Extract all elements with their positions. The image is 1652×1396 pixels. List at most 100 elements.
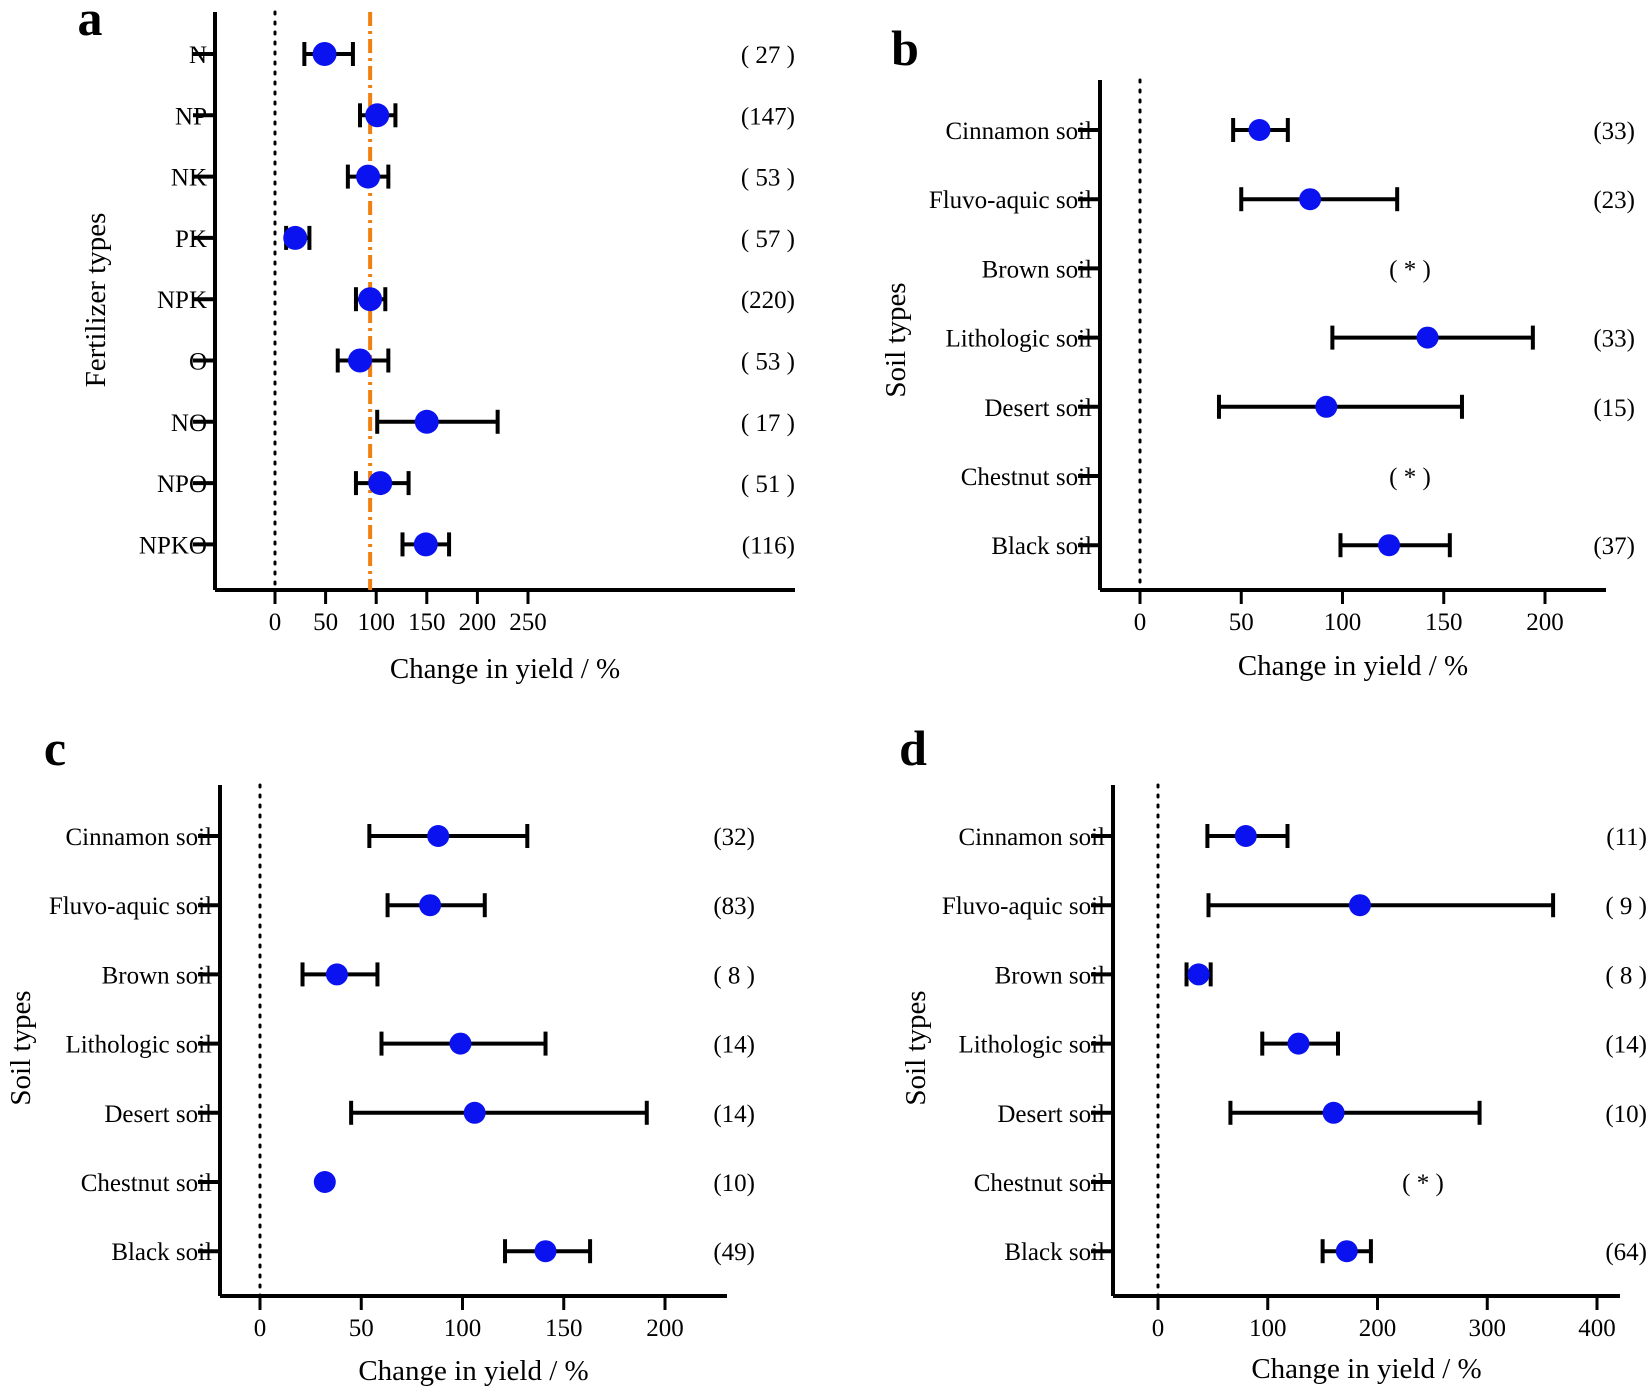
y-tick-label: NK: [171, 165, 207, 192]
sample-count-label: (83): [713, 893, 755, 920]
sample-count-label: (15): [1593, 395, 1635, 422]
data-point: [325, 963, 348, 986]
y-tick-label: Fluvo-aquic soil: [929, 187, 1092, 214]
panel-letter: a: [78, 0, 103, 46]
x-tick-label: 0: [1152, 1315, 1165, 1342]
panel-letter: b: [891, 20, 919, 76]
sample-count-label: (147): [741, 103, 795, 130]
data-point: [348, 348, 373, 373]
data-point: [419, 894, 442, 917]
x-tick-label: 400: [1578, 1315, 1616, 1342]
panel-c: c 0 50 100 150 200 Change in yield / % Soil typ…: [5, 720, 755, 1387]
data-point: [283, 225, 308, 250]
y-tick-label: NPK: [157, 287, 207, 314]
sample-count-label: ( 8 ): [1605, 962, 1647, 989]
y-axis-title: Soil types: [5, 990, 37, 1105]
panel-b: b 0 50 100 150 200 Change in yield / % Soil typ…: [880, 20, 1635, 682]
y-tick-label: Chestnut soil: [974, 1170, 1105, 1197]
sample-count-label: (220): [741, 287, 795, 314]
data-point: [1234, 825, 1257, 847]
x-tick-label: 100: [1249, 1315, 1287, 1342]
data-point: [358, 287, 383, 312]
data-point: [1248, 119, 1271, 141]
data-point: [1322, 1101, 1345, 1124]
y-tick-label: Black soil: [111, 1239, 212, 1266]
y-tick-label: Brown soil: [995, 962, 1105, 989]
data-point: [463, 1101, 486, 1124]
sample-count-label: (33): [1593, 118, 1635, 145]
y-tick-label: Brown soil: [982, 256, 1092, 283]
data-point: [1299, 188, 1322, 211]
y-tick-label: Lithologic soil: [65, 1032, 212, 1059]
sample-count-label: ( 9 ): [1605, 893, 1647, 920]
sample-count-label: ( 17 ): [741, 410, 795, 437]
sample-count-label: (116): [742, 532, 795, 559]
sample-count-label: (37): [1593, 533, 1635, 560]
sample-count-label: (14): [1605, 1032, 1647, 1059]
sample-count-label: ( 51 ): [741, 471, 795, 498]
x-tick-label: 0: [269, 609, 282, 636]
y-axis-title: Soil types: [900, 990, 932, 1105]
panel-letter: c: [44, 720, 66, 776]
x-tick-label: 300: [1469, 1315, 1507, 1342]
sample-count-label: (23): [1593, 187, 1635, 214]
y-tick-label: Desert soil: [997, 1101, 1105, 1128]
x-tick-label: 150: [408, 609, 446, 636]
y-tick-label: NPKO: [139, 532, 207, 559]
sample-count-label: (14): [713, 1101, 755, 1128]
data-point: [1378, 534, 1401, 557]
data-point: [1335, 1240, 1358, 1263]
data-point: [449, 1032, 472, 1055]
sample-count-label: (10): [1605, 1101, 1647, 1128]
x-tick-label: 100: [444, 1315, 482, 1342]
y-tick-label: Black soil: [1004, 1239, 1105, 1266]
sample-count-label: (33): [1593, 326, 1635, 353]
sample-count-label: (10): [713, 1170, 755, 1197]
sample-count-label: ( 57 ): [741, 226, 795, 253]
x-tick-label: 200: [1359, 1315, 1397, 1342]
x-axis-title: Change in yield / %: [1238, 650, 1468, 682]
x-tick-label: 200: [459, 609, 497, 636]
x-tick-label: 50: [313, 609, 338, 636]
y-tick-label: PK: [175, 226, 207, 253]
data-point: [1348, 894, 1371, 917]
y-tick-label: Black soil: [991, 533, 1092, 560]
panel-letter: d: [899, 720, 927, 776]
x-tick-label: 200: [646, 1315, 684, 1342]
x-tick-label: 150: [1425, 609, 1463, 636]
panel-d: d 0 100 200 300 400 Change in yield / % Soil ty…: [899, 720, 1647, 1385]
y-tick-label: NO: [171, 410, 207, 437]
data-point: [313, 1171, 336, 1193]
sample-count-label: (32): [713, 824, 755, 851]
data-point: [312, 42, 337, 66]
x-tick-label: 100: [1324, 609, 1362, 636]
y-tick-label: O: [189, 349, 207, 376]
y-tick-label: Fluvo-aquic soil: [49, 893, 212, 920]
y-tick-label: Chestnut soil: [81, 1170, 212, 1197]
data-point: [427, 825, 450, 847]
y-tick-label: Fluvo-aquic soil: [942, 893, 1105, 920]
data-point: [1287, 1032, 1310, 1055]
data-point: [356, 164, 381, 189]
x-axis-title: Change in yield / %: [390, 653, 620, 685]
x-tick-label: 200: [1526, 609, 1564, 636]
x-axis-title: Change in yield / %: [1251, 1353, 1481, 1385]
y-tick-label: Desert soil: [984, 395, 1092, 422]
y-tick-label: Chestnut soil: [961, 464, 1092, 491]
y-axis-title: Soil types: [880, 282, 912, 397]
data-point: [413, 532, 438, 557]
data-point: [1416, 326, 1439, 349]
y-tick-label: NPO: [157, 471, 207, 498]
x-tick-label: 100: [357, 609, 395, 636]
x-tick-label: 50: [1229, 609, 1254, 636]
y-tick-label: Desert soil: [104, 1101, 212, 1128]
y-axis-title: Fertilizer types: [80, 213, 112, 388]
y-tick-label: Cinnamon soil: [945, 118, 1092, 145]
data-point: [1187, 963, 1210, 986]
sample-count-label: ( * ): [1402, 1170, 1444, 1197]
y-tick-label: Cinnamon soil: [958, 824, 1105, 851]
data-point: [414, 409, 439, 434]
y-tick-label: Lithologic soil: [945, 326, 1092, 353]
sample-count-label: (11): [1606, 824, 1647, 851]
